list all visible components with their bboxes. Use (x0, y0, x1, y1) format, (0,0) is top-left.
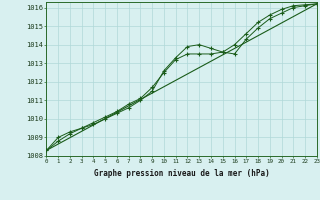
X-axis label: Graphe pression niveau de la mer (hPa): Graphe pression niveau de la mer (hPa) (94, 169, 269, 178)
